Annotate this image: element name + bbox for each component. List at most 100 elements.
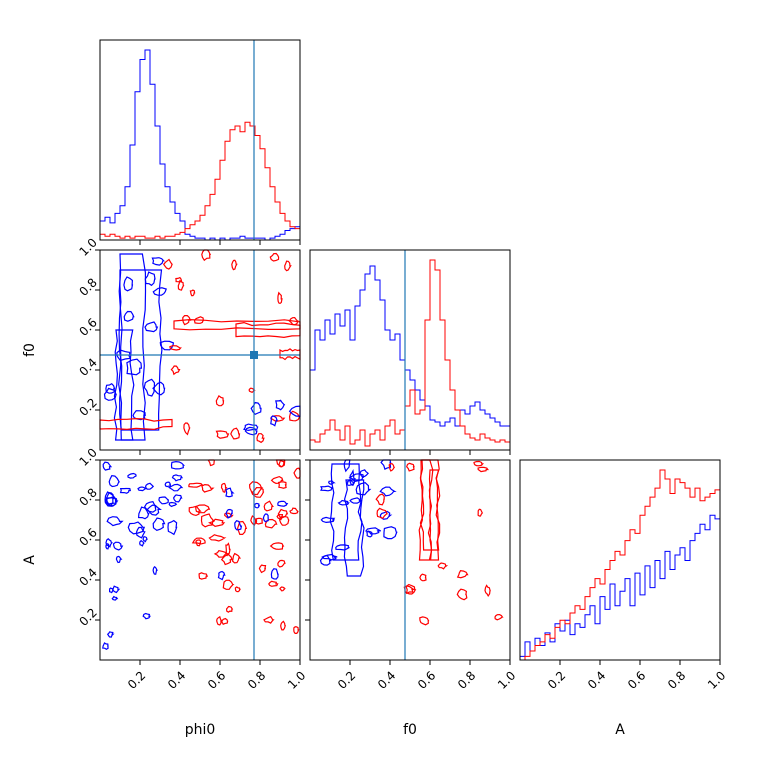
contour-A-phi0-blue [142,612,151,620]
contour-A-phi0-blue [127,521,146,535]
contour-A-f0-red [405,583,417,595]
contour-A-phi0-blue [152,517,166,531]
contour-f0-phi0-red [201,249,212,262]
contour-A-phi0-blue [105,543,110,550]
y-tick-label: 1.0 [76,235,99,258]
contour-A-f0-red [477,508,484,517]
contour-f0-phi0-red [230,427,241,440]
contour-A-f0-blue [383,526,398,540]
x-axis-label-A: A [615,722,625,738]
contour-f0-phi0-red [99,417,173,431]
x-tick-label: 0.4 [165,668,188,691]
contour-A-phi0-red [195,539,202,547]
contour-f0-phi0-blue [113,329,135,441]
contour-A-f0-blue [359,469,369,478]
contour-A-phi0-blue [137,506,150,520]
x-tick-label: 1.0 [285,668,308,691]
contour-A-f0-red [494,613,504,621]
contour-f0-phi0-blue [116,349,132,362]
contour-f0-phi0-blue [123,310,135,322]
contour-f0-phi0-blue [243,423,259,432]
contour-A-f0-blue [379,486,397,497]
histogram-layer [99,49,721,661]
contour-A-phi0-red [276,513,284,521]
contour-A-f0-red [419,616,430,626]
histogram-f0-series-1 [309,259,511,450]
contour-f0-phi0-blue [144,271,156,287]
contour-f0-phi0-red [193,316,204,324]
contour-f0-phi0-red [284,260,292,272]
contour-A-phi0-blue [106,516,124,527]
contour-A-phi0-blue [105,537,113,548]
contour-A-phi0-blue [139,539,146,547]
contour-A-f0-blue [320,485,334,492]
contour-A-phi0-blue [112,541,124,551]
histogram-A-series-1 [520,469,721,661]
contour-A-f0-blue [335,544,350,551]
contour-A-f0-blue [343,479,365,577]
contour-A-phi0-red [263,615,275,624]
contour-f0-phi0-blue [250,401,262,416]
contour-A-phi0-red [268,580,279,587]
contour-A-f0-red [437,562,449,570]
contour-A-phi0-red [201,483,215,493]
contour-A-phi0-red [222,579,235,590]
contour-A-phi0-blue [158,496,169,505]
panel-frame [309,249,511,451]
contour-A-phi0-red [236,520,248,535]
contour-f0-phi0-blue [159,340,175,351]
contour-f0-phi0-red [182,315,192,326]
histogram-A-series-0 [519,514,721,660]
contour-A-phi0-blue [234,519,243,531]
contour-A-phi0-red [258,564,267,574]
contour-A-phi0-blue [170,460,186,470]
contour-f0-phi0-red [235,321,301,339]
contour-f0-phi0-red [256,433,265,444]
x-axis-label-f0: f0 [403,722,417,738]
truth-marker [250,351,258,359]
contour-f0-phi0-red [215,395,225,407]
contour-A-phi0-red [200,513,216,528]
contour-A-phi0-red [278,459,285,468]
contour-A-phi0-blue [225,487,235,498]
y-tick-label: 0.2 [76,605,99,628]
contour-A-f0-red [388,462,396,472]
contour-A-f0-red [403,585,416,595]
x-tick-label: 0.4 [375,668,398,691]
contour-A-phi0-blue [143,501,157,513]
x-tick-label: 0.2 [125,668,148,691]
contour-A-phi0-red [220,554,233,566]
contour-A-f0-blue [329,463,363,561]
x-tick-label: 0.6 [205,668,228,691]
contour-A-phi0-blue [109,587,114,594]
contour-A-f0-blue [364,527,381,535]
contour-A-phi0-blue [270,568,279,580]
contour-A-phi0-red [208,534,227,542]
contour-f0-phi0-red [277,291,283,305]
x-axis-label-phi0: phi0 [185,722,216,738]
contour-A-phi0-blue [152,565,158,575]
contour-f0-phi0-red [183,422,191,436]
contour-A-phi0-blue [127,472,137,479]
contour-A-phi0-blue [225,508,233,519]
axes-layer [95,39,721,665]
contour-A-phi0-blue [277,500,289,507]
contour-A-phi0-blue [164,481,172,488]
contour-f0-phi0-blue [152,287,167,296]
y-tick-label: 1.0 [76,445,99,468]
histogram-phi0-series-1 [99,121,301,240]
contour-A-phi0-red [191,537,206,545]
contour-A-f0-blue [319,554,332,566]
contour-A-phi0-red [277,559,286,568]
x-tick-label: 1.0 [495,668,518,691]
contour-f0-phi0-red [215,430,230,439]
contour-A-phi0-red [213,550,230,558]
x-tick-label: 1.0 [705,668,728,691]
contour-A-phi0-blue [102,461,113,471]
x-tick-label: 0.4 [585,668,608,691]
contour-A-phi0-red [220,482,228,493]
contour-A-f0-blue [320,516,336,524]
contour-f0-phi0-blue [244,426,258,436]
